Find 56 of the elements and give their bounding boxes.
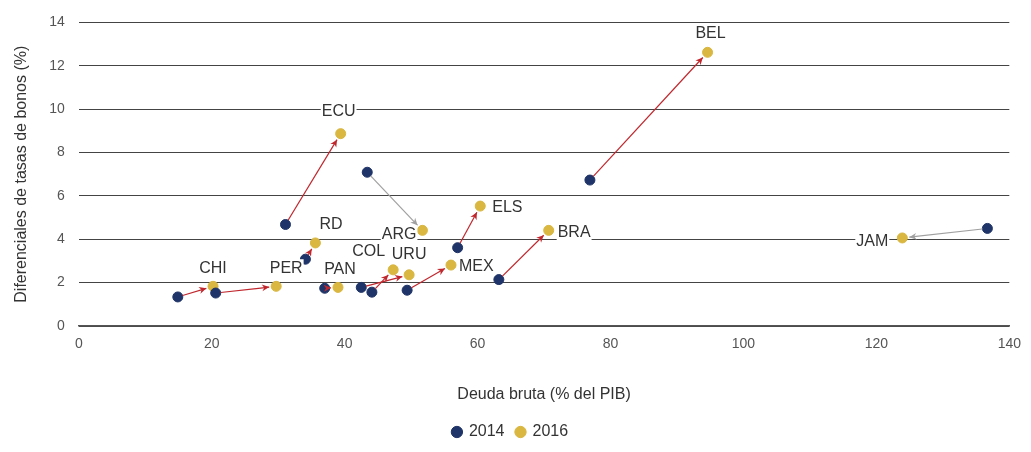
point (403, 269, 415, 281)
annotation: MEX (458, 257, 494, 275)
annotation: BEL (695, 23, 726, 41)
point (452, 242, 464, 254)
annotation: PER (269, 258, 303, 276)
y-tick-label: 4 (56, 230, 65, 247)
x-tick-label: 100 (731, 335, 756, 352)
x-tick-label: 80 (602, 335, 619, 352)
y-tick-label: 2 (56, 273, 65, 290)
point (172, 291, 184, 303)
annotation: COL (352, 242, 386, 260)
y-tick-label: 6 (56, 186, 65, 203)
point (210, 287, 222, 299)
point (474, 200, 486, 212)
legend-label: 2014 (468, 422, 505, 440)
annotation: ELS (492, 198, 523, 216)
point (309, 237, 321, 249)
x-tick-label: 120 (864, 335, 889, 352)
annotation: BRA (557, 222, 591, 240)
x-tick-label: 20 (203, 335, 220, 352)
x-tick-label: 60 (469, 335, 486, 352)
legend-label: 2016 (532, 422, 569, 440)
annotation: PAN (324, 259, 356, 277)
point (543, 224, 555, 236)
point (445, 259, 457, 271)
y-tick-label: 8 (56, 143, 65, 160)
point (366, 286, 378, 298)
annotation: JAM (856, 232, 889, 250)
annotation: URU (391, 245, 427, 263)
point (355, 281, 367, 293)
point (361, 166, 373, 178)
annotation: ECU (321, 102, 356, 120)
x-tick-label: 0 (74, 335, 83, 352)
y-tick-label: 10 (49, 100, 65, 116)
y-tick-label: 14 (49, 13, 65, 30)
point (387, 264, 399, 276)
y-tick-label: 12 (49, 56, 65, 73)
point (416, 224, 428, 236)
annotation: CHI (199, 258, 227, 276)
point (493, 274, 505, 286)
annotation: ARG (381, 224, 417, 242)
point (981, 222, 993, 234)
point (702, 46, 714, 58)
point (896, 232, 908, 244)
y-tick-label: 0 (56, 316, 65, 333)
point (335, 128, 347, 140)
x-tick-label: 40 (336, 335, 353, 352)
x-tick-label: 140 (997, 335, 1022, 352)
x-axis-title: Deuda bruta (% del PIB) (457, 384, 631, 402)
y-axis-title: Diferenciales de tasas de bonos (%) (12, 45, 30, 303)
point (401, 284, 413, 296)
point (332, 281, 344, 293)
point (270, 280, 282, 292)
annotation: RD (319, 215, 343, 233)
point (584, 174, 596, 186)
point (279, 219, 291, 231)
